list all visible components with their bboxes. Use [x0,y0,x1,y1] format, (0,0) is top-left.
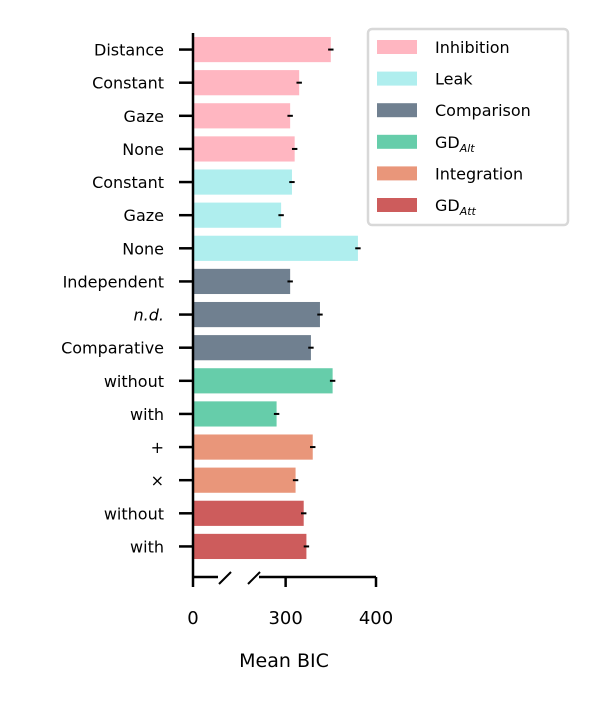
legend-swatch-5 [377,198,417,212]
legend-swatch-1 [377,71,417,86]
legend-swatch-3 [377,134,417,149]
y-tick-label-10: without [104,372,164,391]
bar-11 [194,401,277,427]
bar-3 [194,136,295,162]
x-tick-label-400: 400 [359,608,393,629]
y-tick-label-7: Independent [63,272,164,291]
legend-label-1: Leak [435,70,473,89]
bar-4 [194,169,292,195]
y-tick-label-12: + [151,438,164,457]
y-tick-label-8: n.d. [134,306,164,325]
legend-label-2: Comparison [435,101,531,120]
bar-5 [194,202,282,228]
y-tick-label-15: with [130,537,164,556]
y-tick-label-5: Gaze [124,206,164,225]
bar-13 [194,467,296,493]
bar-12 [194,434,313,460]
y-tick-label-1: Constant [92,74,164,93]
y-tick-label-3: None [122,140,164,159]
bar-7 [194,268,291,295]
x-axis-break-mark-left [218,571,232,585]
legend-frame [366,27,570,227]
legend-label-4: Integration [435,164,523,183]
bar-1 [194,70,300,96]
y-tick-label-6: None [122,239,164,258]
bar-15 [194,533,307,560]
legend: InhibitionLeakComparisonGDAltIntegration… [366,27,570,227]
legend-swatch-0 [377,40,417,54]
legend-swatch-4 [377,166,417,181]
axes-layer: Distance Constant Gaze None Constant Gaze None… [61,33,393,672]
bar-8 [194,301,320,328]
bar-0 [194,36,331,63]
bar-9 [194,335,311,361]
y-tick-label-13: × [151,471,164,490]
y-tick-label-14: without [104,504,164,523]
legend-swatch-2 [377,103,417,118]
bar-6 [194,235,358,261]
y-tick-label-2: Gaze [124,107,164,126]
x-tick-label-0: 0 [187,608,198,629]
x-axis-title: Mean BIC [239,650,329,672]
bar-14 [194,500,304,526]
legend-label-0: Inhibition [435,38,510,57]
bars-layer [194,36,361,560]
x-axis-break-mark-right [247,571,261,585]
x-tick-label-300: 300 [268,608,302,629]
y-tick-label-11: with [130,405,164,424]
bar-10 [194,368,333,394]
y-tick-label-4: Constant [92,173,164,192]
bar-2 [194,103,291,129]
y-tick-label-0: Distance [94,41,164,60]
y-tick-label-9: Comparative [61,339,164,358]
